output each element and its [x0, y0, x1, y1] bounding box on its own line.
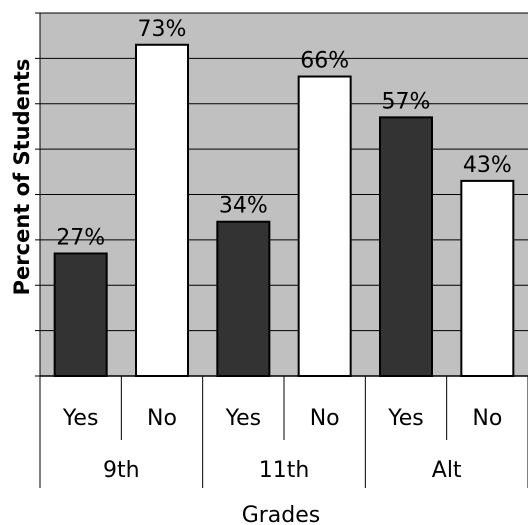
axes	[35, 12, 528, 488]
chart-text: 27% Yes 73% No 34% Yes 66% No 57% Yes 43% No 9th 11th…	[56, 17, 512, 483]
x-tick-label: No	[147, 406, 177, 431]
bar-9th-yes	[53, 252, 108, 377]
x-tick-label: No	[310, 406, 340, 431]
data-label: 73%	[138, 17, 187, 42]
x-tick-label: Yes	[62, 406, 99, 431]
x-tick-label: Yes	[225, 406, 262, 431]
bar-11th-yes	[216, 220, 271, 377]
x-group-label: 9th	[103, 458, 140, 483]
x-tick-label: No	[472, 406, 502, 431]
x-tick-label: Yes	[387, 406, 424, 431]
data-label: 43%	[463, 153, 512, 178]
data-label: 27%	[56, 225, 105, 250]
data-label: 34%	[219, 194, 268, 219]
y-axis-label: Percent of Students	[10, 59, 34, 296]
bar-alt-no	[460, 179, 515, 377]
x-group-label: 11th	[259, 458, 310, 483]
x-axis-label: Grades	[242, 503, 321, 525]
x-group-label: Alt	[432, 458, 462, 483]
bar-9th-no	[135, 43, 189, 377]
data-label: 66%	[300, 49, 349, 74]
bar-alt-yes	[379, 116, 433, 378]
bar-11th-no	[297, 75, 352, 378]
bars	[53, 43, 515, 378]
gridlines	[40, 12, 528, 332]
data-label: 57%	[382, 89, 431, 114]
